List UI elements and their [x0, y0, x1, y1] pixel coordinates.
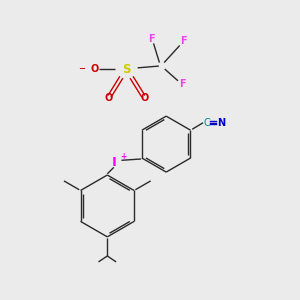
Text: S: S — [122, 62, 131, 76]
Text: F: F — [180, 36, 187, 46]
Text: N: N — [217, 118, 225, 128]
Text: O: O — [91, 64, 99, 74]
Text: O: O — [104, 94, 112, 103]
Text: I: I — [112, 156, 117, 169]
Text: C: C — [203, 118, 210, 128]
Text: −: − — [78, 64, 85, 73]
Text: +: + — [120, 152, 126, 161]
Text: F: F — [179, 79, 186, 89]
Text: F: F — [148, 34, 155, 44]
Text: O: O — [141, 94, 149, 103]
